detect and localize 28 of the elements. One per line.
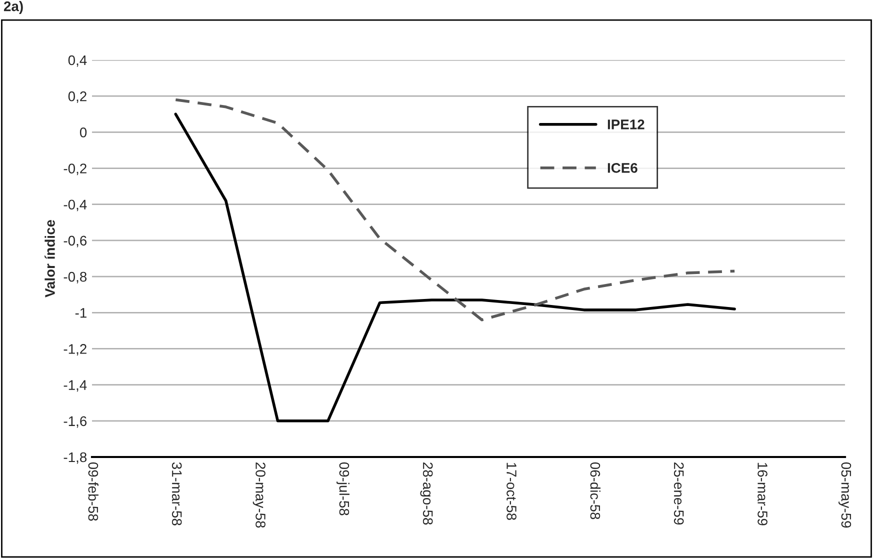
chart-title: 2a) — [4, 1, 23, 14]
x-tick-label: 28-ago-58 — [420, 462, 433, 525]
y-tick-label: -0,4 — [64, 200, 87, 212]
y-tick-label: -1,2 — [64, 344, 86, 356]
x-tick-label: 20-may-58 — [252, 462, 266, 528]
x-tick-label: 06-dic-58 — [590, 462, 600, 520]
y-tick-label: 0 — [80, 128, 87, 138]
y-tick-label: -1,4 — [64, 380, 87, 392]
y-tick-label: 0,4 — [68, 55, 87, 67]
x-tick-label: 16-mar-59 — [758, 462, 768, 526]
x-tick-label: 09-jul-58 — [336, 462, 350, 516]
y-tick-label: -0,2 — [64, 164, 86, 176]
line-series — [174, 98, 736, 322]
x-tick-label: 05-may-59 — [838, 462, 852, 528]
x-tick-label: 31-mar-58 — [172, 462, 182, 526]
legend-label: ICE6 — [608, 163, 638, 173]
x-tick-label: 25-ene-59 — [674, 462, 684, 525]
y-tick-label: 0,2 — [68, 91, 86, 103]
y-tick-label: -0,6 — [64, 236, 87, 248]
y-tick-label: -1,8 — [64, 452, 87, 464]
y-tick-label: -1,6 — [64, 416, 87, 428]
x-tick-label: 09-feb-58 — [88, 462, 98, 521]
y-axis-title: Valor índice — [44, 220, 55, 298]
x-tick-label: 17-oct-58 — [506, 462, 516, 520]
y-tick-label: -0,8 — [64, 272, 87, 284]
legend-label: IPE12 — [608, 120, 644, 130]
line-series — [174, 112, 736, 422]
y-tick-label: -1 — [75, 308, 86, 318]
